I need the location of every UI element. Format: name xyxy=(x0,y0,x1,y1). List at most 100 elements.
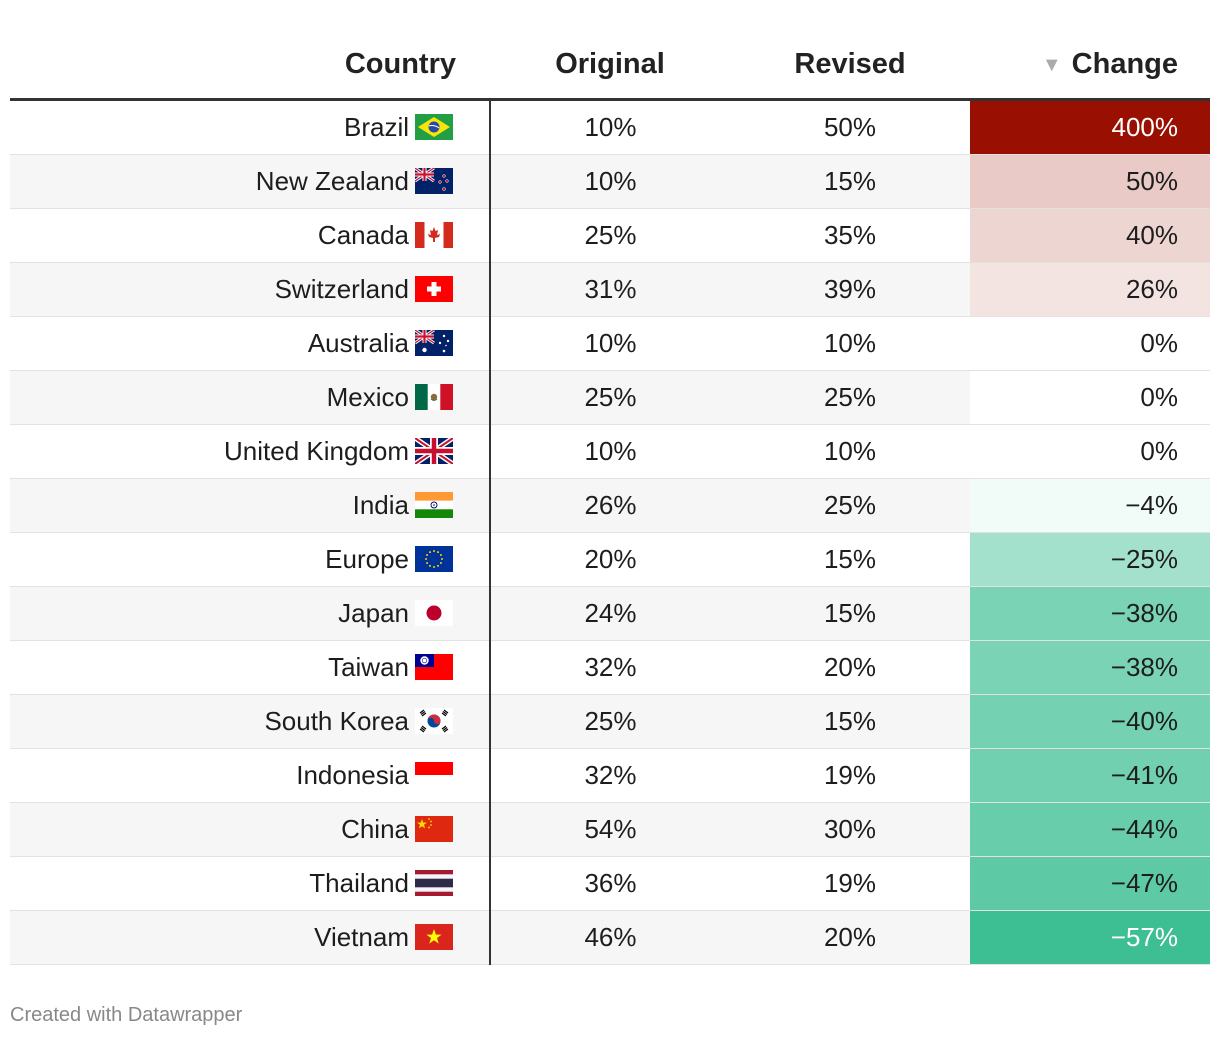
cell-change: −4% xyxy=(970,478,1210,533)
cell-revised: 15% xyxy=(730,154,970,209)
country-name: New Zealand xyxy=(255,166,409,196)
cell-change: −40% xyxy=(970,694,1210,749)
cell-original: 10% xyxy=(490,316,730,371)
table-row: Canada 25% 35% 40% xyxy=(10,208,1210,263)
cell-original: 24% xyxy=(490,586,730,641)
country-name: South Korea xyxy=(264,706,409,736)
japan-flag-icon xyxy=(415,600,453,626)
cell-original: 31% xyxy=(490,262,730,317)
table-row: Switzerland 31% 39% 26% xyxy=(10,262,1210,317)
india-flag-icon xyxy=(415,492,453,518)
cell-original: 10% xyxy=(490,99,730,155)
data-table: Country Original Revised ▼ Change Brazil 1… xyxy=(10,30,1210,965)
cell-original: 54% xyxy=(490,802,730,857)
south-korea-flag-icon xyxy=(415,708,453,734)
cell-country: Switzerland xyxy=(10,262,491,317)
country-name: Mexico xyxy=(326,382,409,412)
table-row: Japan 24% 15% −38% xyxy=(10,586,1210,641)
table-row: Mexico 25% 25% 0% xyxy=(10,370,1210,425)
country-name: China xyxy=(341,814,409,844)
table-row: Brazil 10% 50% 400% xyxy=(10,99,1210,155)
country-name: Taiwan xyxy=(328,652,409,682)
cell-country: Vietnam xyxy=(10,910,491,965)
thailand-flag-icon xyxy=(415,870,453,896)
cell-original: 25% xyxy=(490,208,730,263)
credit-text: Created with Datawrapper xyxy=(10,1004,243,1026)
new-zealand-flag-icon xyxy=(415,168,453,194)
column-header-change[interactable]: ▼ Change xyxy=(970,30,1210,101)
cell-change: −38% xyxy=(970,640,1210,695)
cell-country: Japan xyxy=(10,586,491,641)
cell-country: Mexico xyxy=(10,370,491,425)
cell-revised: 39% xyxy=(730,262,970,317)
cell-revised: 20% xyxy=(730,910,970,965)
cell-country: Taiwan xyxy=(10,640,491,695)
canada-flag-icon xyxy=(415,222,453,248)
country-name: Japan xyxy=(338,598,409,628)
cell-revised: 25% xyxy=(730,478,970,533)
table-row: India 26% 25% −4% xyxy=(10,478,1210,533)
cell-country: Brazil xyxy=(10,99,491,155)
cell-change: 0% xyxy=(970,316,1210,371)
cell-original: 25% xyxy=(490,694,730,749)
table-row: Thailand 36% 19% −47% xyxy=(10,856,1210,911)
column-header-revised[interactable]: Revised xyxy=(730,30,970,101)
cell-original: 20% xyxy=(490,532,730,587)
indonesia-flag-icon xyxy=(415,762,453,788)
cell-change: 0% xyxy=(970,424,1210,479)
australia-flag-icon xyxy=(415,330,453,356)
country-name: Brazil xyxy=(343,112,409,142)
europe-flag-icon xyxy=(415,546,453,572)
table-row: Australia 10% 10% 0% xyxy=(10,316,1210,371)
cell-country: India xyxy=(10,478,491,533)
cell-country: Australia xyxy=(10,316,491,371)
column-header-country[interactable]: Country xyxy=(10,30,490,101)
country-name: Indonesia xyxy=(296,760,409,790)
cell-change: −57% xyxy=(970,910,1210,965)
cell-country: South Korea xyxy=(10,694,491,749)
cell-change: −47% xyxy=(970,856,1210,911)
taiwan-flag-icon xyxy=(415,654,453,680)
cell-revised: 15% xyxy=(730,694,970,749)
cell-revised: 10% xyxy=(730,424,970,479)
cell-change: 40% xyxy=(970,208,1210,263)
cell-revised: 19% xyxy=(730,748,970,803)
cell-revised: 19% xyxy=(730,856,970,911)
cell-original: 26% xyxy=(490,478,730,533)
data-table-wrapper: Country Original Revised ▼ Change Brazil 1… xyxy=(10,30,1210,965)
vietnam-flag-icon xyxy=(415,924,453,950)
cell-revised: 10% xyxy=(730,316,970,371)
cell-country: Europe xyxy=(10,532,491,587)
country-name: Australia xyxy=(307,328,409,358)
cell-original: 10% xyxy=(490,154,730,209)
mexico-flag-icon xyxy=(415,384,453,410)
cell-change: 26% xyxy=(970,262,1210,317)
table-row: Vietnam 46% 20% −57% xyxy=(10,910,1210,965)
cell-original: 36% xyxy=(490,856,730,911)
cell-revised: 20% xyxy=(730,640,970,695)
table-row: Europe 20% 15% −25% xyxy=(10,532,1210,587)
country-name: Canada xyxy=(317,220,409,250)
table-row: New Zealand 10% 15% 50% xyxy=(10,154,1210,209)
cell-revised: 50% xyxy=(730,99,970,155)
cell-change: 400% xyxy=(970,99,1210,155)
cell-original: 32% xyxy=(490,748,730,803)
cell-change: −41% xyxy=(970,748,1210,803)
cell-change: 50% xyxy=(970,154,1210,209)
sort-descending-icon: ▼ xyxy=(1041,53,1062,76)
country-name: United Kingdom xyxy=(224,436,409,466)
column-header-original[interactable]: Original xyxy=(490,30,730,101)
cell-revised: 35% xyxy=(730,208,970,263)
cell-original: 32% xyxy=(490,640,730,695)
china-flag-icon xyxy=(415,816,453,842)
table-row: South Korea 25% 15% −40% xyxy=(10,694,1210,749)
cell-original: 25% xyxy=(490,370,730,425)
table-row: China 54% 30% −44% xyxy=(10,802,1210,857)
cell-country: Canada xyxy=(10,208,491,263)
cell-revised: 25% xyxy=(730,370,970,425)
table-row: Taiwan 32% 20% −38% xyxy=(10,640,1210,695)
cell-country: Thailand xyxy=(10,856,491,911)
switzerland-flag-icon xyxy=(415,276,453,302)
cell-change: 0% xyxy=(970,370,1210,425)
country-name: Vietnam xyxy=(314,922,409,952)
